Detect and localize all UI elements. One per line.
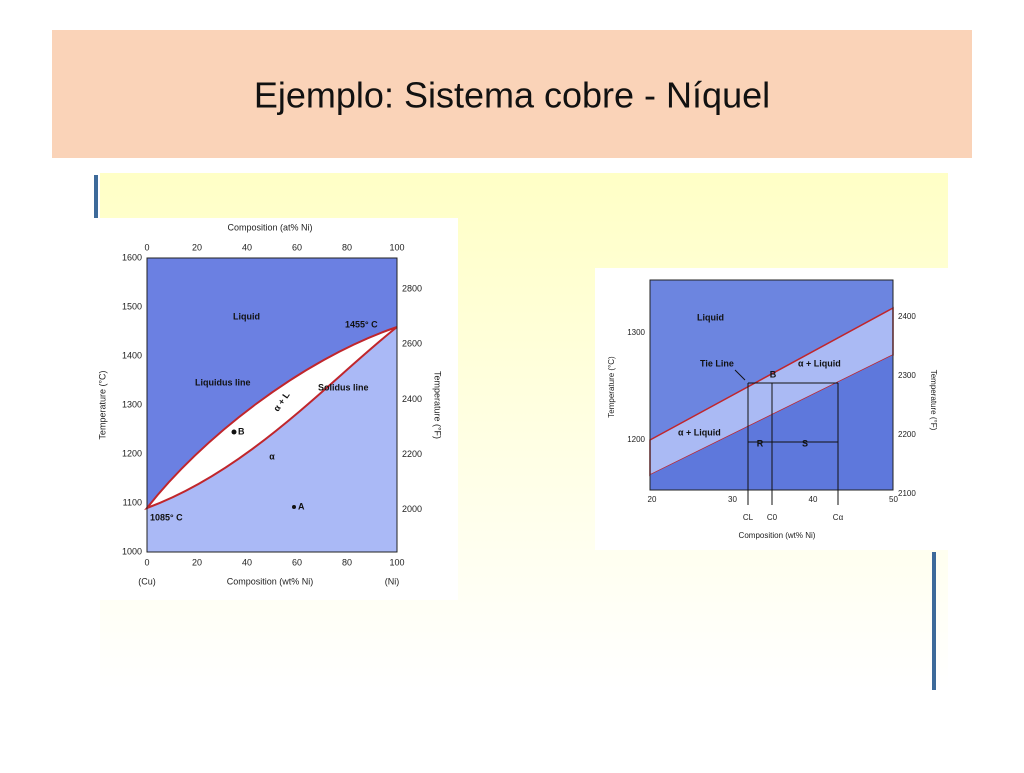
right-tick: 2100 bbox=[898, 489, 916, 498]
accent-bar bbox=[94, 175, 98, 218]
bottom-tick: 40 bbox=[809, 495, 818, 504]
bottom-tick: 100 bbox=[389, 557, 404, 567]
annotation: B bbox=[238, 426, 245, 436]
bottom-tick: 50 bbox=[889, 495, 898, 504]
bottom-tick: 20 bbox=[192, 557, 202, 567]
top-tick: 80 bbox=[342, 242, 352, 252]
title-band bbox=[52, 30, 972, 158]
annotation: R bbox=[757, 438, 764, 448]
top-tick: 100 bbox=[389, 242, 404, 252]
bottom-tick: 0 bbox=[144, 557, 149, 567]
end-label: (Ni) bbox=[385, 576, 400, 586]
alpha-region bbox=[147, 327, 397, 552]
tie-pointer bbox=[734, 369, 746, 381]
left-tick: 1200 bbox=[122, 448, 142, 458]
bottom-tick: 80 bbox=[342, 557, 352, 567]
left-tick: 1200 bbox=[627, 435, 645, 444]
axis-label: Temperature (°F) bbox=[929, 370, 938, 431]
annotation: α bbox=[269, 451, 275, 461]
left-tick: 1400 bbox=[122, 350, 142, 360]
right-tick: 2400 bbox=[898, 312, 916, 321]
annotation: B bbox=[770, 369, 777, 379]
left-tick: 1100 bbox=[123, 497, 142, 507]
marker-label: Cα bbox=[833, 513, 844, 522]
left-tick: 1600 bbox=[122, 252, 142, 262]
axis-label: Temperature (°C) bbox=[607, 356, 616, 418]
marker-label: C0 bbox=[767, 513, 778, 522]
bottom-tick: 20 bbox=[648, 495, 657, 504]
phase-diagram-left: 0 20 40 60 80 1000 20 40 60 80 1001600150014001300… bbox=[92, 218, 458, 600]
left-tick: 1500 bbox=[122, 301, 142, 311]
right-tick: 2200 bbox=[898, 430, 916, 439]
bottom-tick: 40 bbox=[242, 557, 252, 567]
left-tick: 1000 bbox=[122, 546, 142, 556]
axis-label: Composition (wt% Ni) bbox=[227, 576, 314, 586]
left-tick: 1300 bbox=[627, 328, 645, 337]
plot-frame bbox=[146, 257, 398, 553]
top-tick: 0 bbox=[144, 242, 149, 252]
annotation: 1455° C bbox=[345, 319, 378, 329]
point-b bbox=[231, 429, 237, 435]
annotation: Liquid bbox=[233, 311, 260, 321]
annotation: α + Liquid bbox=[798, 358, 841, 368]
point-a bbox=[292, 505, 296, 509]
right-tick: 2600 bbox=[402, 339, 422, 349]
axis-label: Temperature (°C) bbox=[97, 370, 107, 439]
right-tick: 2300 bbox=[898, 371, 916, 380]
annotation: Tie Line bbox=[700, 358, 734, 368]
bottom-tick: 60 bbox=[292, 557, 302, 567]
top-tick: 20 bbox=[192, 242, 202, 252]
axis-label: Composition (wt% Ni) bbox=[739, 531, 816, 540]
bottom-tick: 30 bbox=[728, 495, 737, 504]
top-tick: 60 bbox=[292, 242, 302, 252]
title: Ejemplo: Sistema cobre - Níquel bbox=[254, 75, 770, 116]
right-tick: 2800 bbox=[402, 283, 422, 293]
annotation: Solidus line bbox=[318, 382, 369, 392]
annotation: S bbox=[802, 438, 808, 448]
right-tick: 2000 bbox=[402, 504, 422, 514]
annotation: α + Liquid bbox=[678, 427, 721, 437]
annotation: A bbox=[298, 501, 305, 511]
left-tick: 1300 bbox=[122, 399, 142, 409]
annotation: 1085° C bbox=[150, 512, 183, 522]
top-tick: 40 bbox=[242, 242, 252, 252]
annotation: Liquid bbox=[697, 312, 724, 322]
marker-label: CL bbox=[743, 513, 754, 522]
end-label: (Cu) bbox=[138, 576, 156, 586]
right-tick: 2200 bbox=[402, 449, 422, 459]
annotation: Liquidus line bbox=[195, 377, 251, 387]
axis-label: Composition (at% Ni) bbox=[227, 222, 312, 232]
axis-label: Temperature (°F) bbox=[433, 371, 443, 439]
right-tick: 2400 bbox=[402, 394, 422, 404]
phase-diagram-right: 1300 1200 2400 2300 2200 2100 20 30 40 50 Composit… bbox=[595, 268, 948, 550]
accent-bar bbox=[932, 552, 936, 690]
